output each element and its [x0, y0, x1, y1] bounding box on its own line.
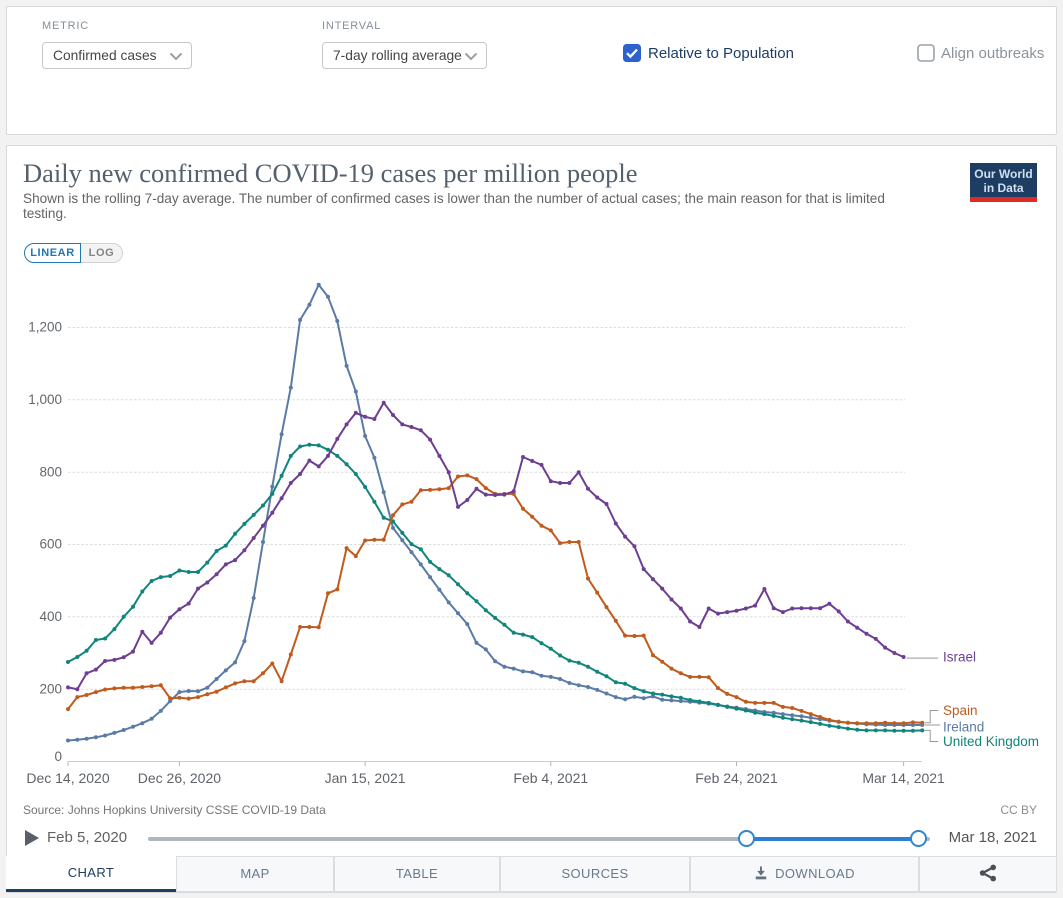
svg-text:Spain: Spain: [943, 703, 978, 718]
svg-text:400: 400: [39, 609, 62, 624]
svg-text:Mar 14, 2021: Mar 14, 2021: [862, 770, 945, 786]
svg-text:1,200: 1,200: [28, 320, 62, 335]
svg-text:Israel: Israel: [943, 650, 976, 665]
svg-text:1,000: 1,000: [28, 392, 62, 407]
svg-text:Dec 14, 2020: Dec 14, 2020: [26, 770, 109, 786]
svg-text:Ireland: Ireland: [943, 720, 984, 735]
svg-text:Feb 4, 2021: Feb 4, 2021: [513, 770, 588, 786]
svg-text:United Kingdom: United Kingdom: [943, 734, 1039, 749]
svg-text:800: 800: [39, 464, 62, 479]
svg-text:0: 0: [54, 749, 62, 764]
svg-text:200: 200: [39, 681, 62, 696]
svg-text:Dec 26, 2020: Dec 26, 2020: [138, 770, 221, 786]
svg-text:Jan 15, 2021: Jan 15, 2021: [325, 770, 406, 786]
svg-text:Feb 24, 2021: Feb 24, 2021: [695, 770, 778, 786]
svg-text:600: 600: [39, 537, 62, 552]
